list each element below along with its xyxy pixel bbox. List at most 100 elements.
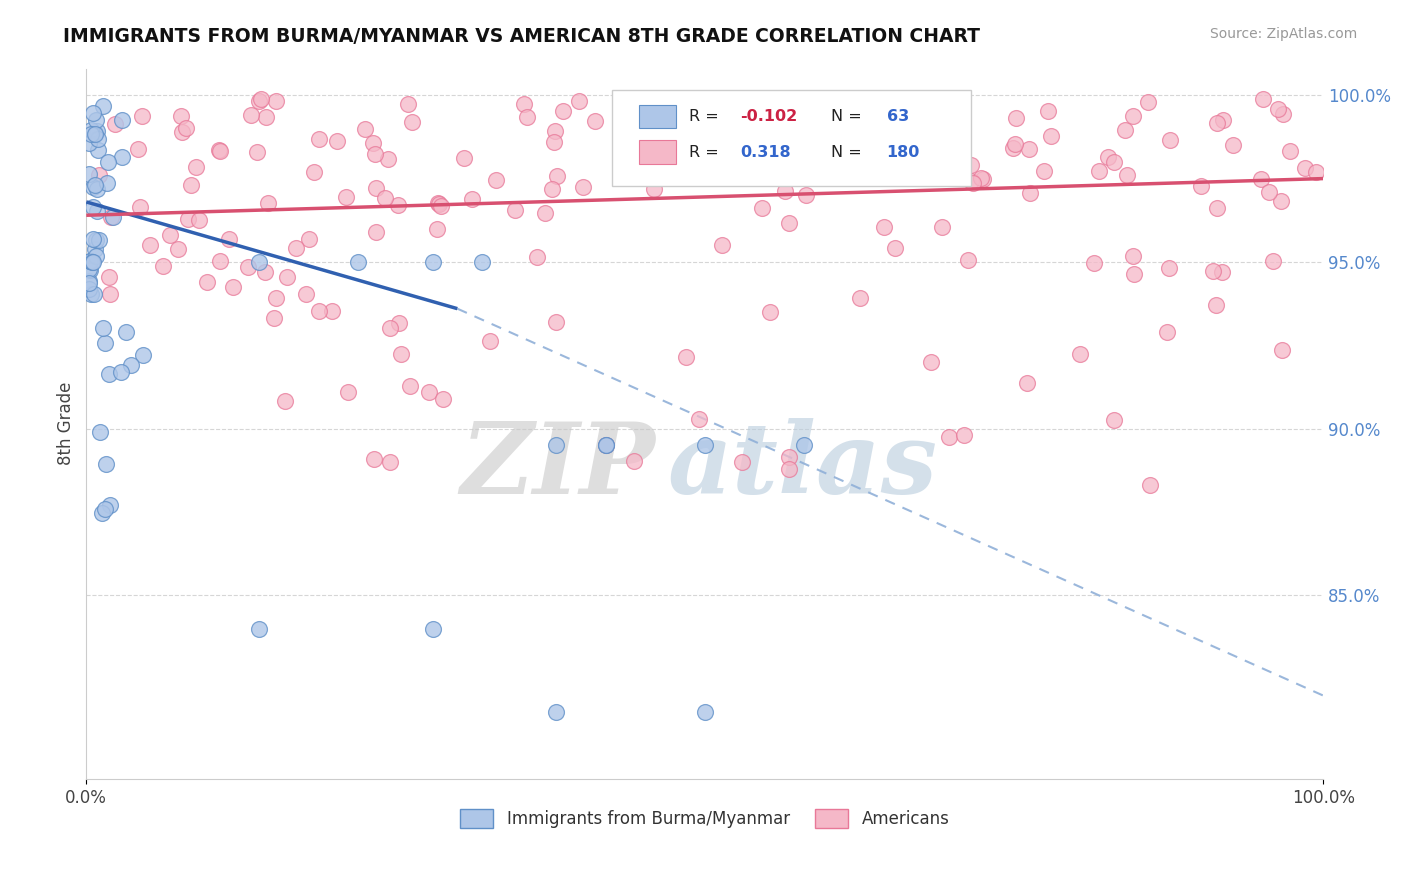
- Point: [699, 151, 721, 165]
- Point: [543, 135, 565, 149]
- Point: [430, 199, 453, 213]
- Point: [1159, 133, 1181, 147]
- Point: [80, 254, 103, 268]
- Point: [84, 178, 107, 193]
- Point: [1211, 265, 1233, 279]
- Point: [399, 378, 422, 392]
- Point: [86, 124, 108, 138]
- Point: [131, 109, 153, 123]
- Point: [1104, 154, 1126, 169]
- Point: [571, 180, 593, 194]
- Point: [583, 114, 606, 128]
- Point: [82, 255, 104, 269]
- Point: [1267, 102, 1289, 116]
- Point: [931, 220, 953, 235]
- Point: [276, 270, 298, 285]
- Point: [568, 94, 591, 108]
- Point: [595, 438, 617, 452]
- Point: [1005, 112, 1028, 126]
- Point: [336, 384, 359, 399]
- Point: [97, 367, 120, 381]
- Point: [247, 95, 270, 109]
- Point: [1087, 163, 1109, 178]
- Point: [516, 110, 538, 124]
- Point: [453, 151, 475, 165]
- Point: [91, 99, 114, 113]
- Point: [378, 321, 401, 335]
- Point: [1102, 412, 1125, 426]
- Point: [84, 242, 107, 256]
- Point: [711, 238, 734, 252]
- Point: [485, 173, 508, 187]
- Point: [79, 254, 101, 268]
- Point: [427, 197, 450, 211]
- Point: [221, 279, 243, 293]
- Point: [132, 348, 155, 362]
- Point: [1017, 376, 1039, 390]
- Point: [295, 287, 318, 301]
- Point: [249, 92, 271, 106]
- Point: [98, 270, 121, 285]
- Point: [120, 359, 142, 373]
- Point: [1305, 165, 1327, 179]
- Point: [335, 190, 357, 204]
- Point: [167, 242, 190, 256]
- Point: [778, 450, 800, 465]
- Point: [103, 210, 125, 224]
- Point: [471, 255, 494, 269]
- Legend: Immigrants from Burma/Myanmar, Americans: Immigrants from Burma/Myanmar, Americans: [453, 802, 956, 835]
- Point: [1114, 123, 1136, 137]
- Point: [706, 108, 728, 122]
- Point: [526, 250, 548, 264]
- Point: [127, 142, 149, 156]
- Point: [1004, 137, 1026, 152]
- Point: [82, 200, 104, 214]
- Point: [308, 131, 330, 145]
- Point: [962, 176, 984, 190]
- Point: [418, 385, 440, 400]
- Point: [546, 438, 568, 452]
- Point: [959, 173, 981, 187]
- Point: [91, 321, 114, 335]
- Point: [1039, 128, 1062, 143]
- Point: [80, 122, 103, 136]
- Point: [546, 705, 568, 719]
- Point: [1206, 115, 1229, 129]
- Point: [374, 191, 396, 205]
- Point: [86, 182, 108, 196]
- Point: [239, 108, 262, 122]
- Point: [77, 261, 100, 276]
- Point: [796, 188, 818, 202]
- Point: [87, 168, 110, 182]
- Point: [953, 428, 976, 442]
- Point: [285, 242, 308, 256]
- Point: [263, 310, 285, 325]
- Point: [778, 216, 800, 230]
- Point: [920, 354, 942, 368]
- Point: [422, 622, 444, 636]
- Point: [186, 160, 208, 174]
- Point: [920, 168, 942, 182]
- Point: [759, 305, 782, 319]
- Point: [751, 201, 773, 215]
- Point: [401, 115, 423, 129]
- Point: [731, 455, 754, 469]
- Text: R =: R =: [689, 145, 724, 160]
- Point: [1018, 142, 1040, 156]
- Point: [688, 411, 710, 425]
- Point: [195, 275, 218, 289]
- Point: [83, 286, 105, 301]
- Point: [1097, 150, 1119, 164]
- Point: [1257, 186, 1279, 200]
- Text: 63: 63: [887, 109, 908, 124]
- Point: [388, 317, 411, 331]
- Point: [364, 146, 387, 161]
- Text: IMMIGRANTS FROM BURMA/MYANMAR VS AMERICAN 8TH GRADE CORRELATION CHART: IMMIGRANTS FROM BURMA/MYANMAR VS AMERICA…: [63, 27, 980, 45]
- Point: [238, 260, 260, 275]
- Point: [104, 117, 127, 131]
- Point: [1069, 347, 1091, 361]
- Point: [387, 198, 409, 212]
- Point: [1222, 138, 1244, 153]
- Point: [264, 291, 287, 305]
- Point: [1270, 194, 1292, 208]
